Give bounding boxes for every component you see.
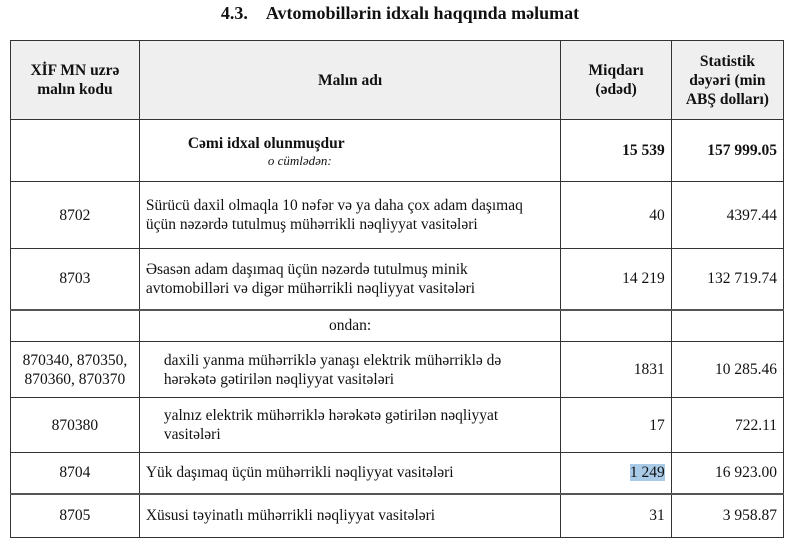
table-row: ondan: [10,308,785,342]
row-value: 132 719.74 [670,248,785,310]
row-name: yalnız elektrik mühərriklə hərəkətə gəti… [138,397,562,453]
header-name: Malın adı [138,40,562,120]
row-value: 4397.44 [670,181,785,249]
row-name: ondan: [138,308,562,342]
total-qty: 15 539 [560,119,672,182]
table-row: 8704 Yük daşımaq üçün mühərrikli nəqliyy… [10,452,785,494]
row-qty [560,308,672,342]
header-code: XİF MN uzrə malın kodu [10,40,140,120]
total-sublabel: o cümlədən: [267,152,332,168]
row-qty: 17 [560,397,672,453]
row-name: Sürücü daxil olmaqla 10 nəfər və ya daha… [138,181,562,249]
row-qty: 1 249 [560,452,672,494]
table-row: 8703 Əsasən adam daşımaq üçün nəzərdə tu… [10,248,785,310]
header-value: Statistik dəyəri (min ABŞ dolları) [670,40,785,120]
row-code: 8702 [10,181,140,249]
row-value: 16 923.00 [670,452,785,494]
row-name: Əsasən adam daşımaq üçün nəzərdə tutulmu… [138,248,562,310]
header-row: XİF MN uzrə malın kodu Malın adı Miqdarı… [10,40,785,120]
row-value: 3 958.87 [670,492,785,538]
row-code: 8705 [10,492,140,538]
total-value: 157 999.05 [670,119,785,182]
document-title: 4.3. Avtomobillərin idxalı haqqında məlum… [220,3,580,23]
row-qty: 1831 [560,341,672,398]
row-code: 8704 [10,452,140,494]
highlighted-selection[interactable]: 1 249 [629,464,665,482]
row-qty: 14 219 [560,248,672,310]
row-name: daxili yanma mühərriklə yanaşı elektrik … [138,341,562,398]
row-code: 8703 [10,248,140,310]
table-row: 870340, 870350, 870360, 870370 daxili ya… [10,341,785,398]
table-row: 870380 yalnız elektrik mühərriklə hərəkə… [10,397,785,453]
table-row: 8705 Xüsusi təyinatlı mühərrikli nəqliyy… [10,492,785,538]
table-row: 8702 Sürücü daxil olmaqla 10 nəfər və ya… [10,181,785,249]
header-qty: Miqdarı (ədəd) [560,40,672,120]
row-qty: 40 [560,181,672,249]
total-row: Cəmi idxal olunmuşdur o cümlədən: 15 539 … [10,119,785,182]
row-name: Yük daşımaq üçün mühərrikli nəqliyyat va… [138,452,562,494]
row-value: 10 285.46 [670,341,785,398]
total-label: Cəmi idxal olunmuşdur [187,134,345,152]
row-name: Xüsusi təyinatlı mühərrikli nəqliyyat va… [138,492,562,538]
row-value: 722.11 [670,397,785,453]
row-qty: 31 [560,492,672,538]
row-code: 870340, 870350, 870360, 870370 [10,341,140,398]
row-value [670,308,785,342]
row-code: 870380 [10,397,140,453]
row-code [10,308,140,342]
import-table: XİF MN uzrə malın kodu Malın adı Miqdarı… [10,40,785,538]
